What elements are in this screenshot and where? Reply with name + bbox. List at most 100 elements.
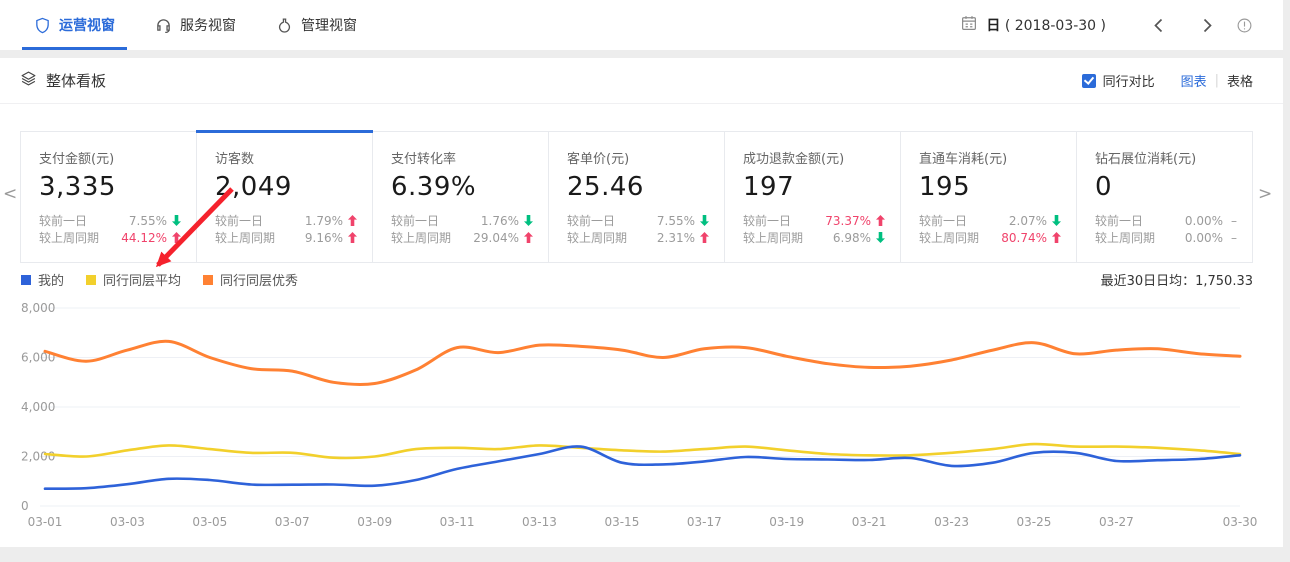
compare-trend bbox=[871, 215, 885, 226]
compare-trend bbox=[871, 232, 885, 243]
arrow-down-icon bbox=[524, 215, 533, 226]
metric-cards-row: 支付金额(元) 3,335 较前一日 7.55% 较上周同期 44.12% 访客数 2,049… bbox=[20, 130, 1253, 263]
compare-value: 7.55% bbox=[128, 213, 167, 228]
page-title: 整体看板 bbox=[46, 72, 107, 90]
compare-row-prev-day: 较前一日 2.07% bbox=[919, 212, 1061, 229]
view-chart-link[interactable]: 图表 bbox=[1180, 75, 1207, 90]
legend-item-1[interactable]: 我的 bbox=[21, 270, 64, 289]
compare-row-prev-week: 较上周同期 44.12% bbox=[39, 229, 181, 246]
compare-label: 较上周同期 bbox=[919, 231, 980, 245]
date-text[interactable]: 日 ( 2018-03-30 ) bbox=[986, 15, 1106, 35]
compare-value: 73.37% bbox=[825, 213, 871, 228]
board-header: 整体看板 同行对比 图表 | 表格 bbox=[0, 58, 1283, 104]
compare-trend: – bbox=[1223, 231, 1237, 245]
view-table-link[interactable]: 表格 bbox=[1226, 75, 1253, 90]
date-prev-chevron-icon[interactable] bbox=[1134, 14, 1183, 37]
compare-value: 1.76% bbox=[480, 213, 519, 228]
view-tabs: 运营视窗 服务视窗 管理视窗 bbox=[14, 0, 377, 50]
compare-value: 0.00% bbox=[1184, 230, 1223, 245]
view-switch: 图表 | 表格 bbox=[1181, 71, 1253, 90]
arrow-down-icon bbox=[700, 215, 709, 226]
trend-chart[interactable]: 0 2,000 4,000 6,000 8,000 03-01 03-03 03-05 03-0… bbox=[0, 296, 1283, 546]
metric-card-1[interactable]: 支付金额(元) 3,335 较前一日 7.55% 较上周同期 44.12% bbox=[21, 132, 197, 262]
x-axis-tick: 03-07 bbox=[275, 515, 310, 529]
compare-row-prev-day: 较前一日 0.00% – bbox=[1095, 212, 1237, 229]
top-navigation-bar: 运营视窗 服务视窗 管理视窗 日 ( 2018-03-30 ) bbox=[0, 0, 1283, 50]
arrow-up-icon bbox=[172, 232, 181, 243]
compare-row-prev-week: 较上周同期 0.00% – bbox=[1095, 229, 1237, 246]
y-axis-tick: 6,000 bbox=[21, 351, 55, 365]
compare-trend bbox=[1047, 215, 1061, 226]
metric-value: 0 bbox=[1095, 172, 1113, 202]
tab-operation-view[interactable]: 运营视窗 bbox=[14, 0, 135, 50]
x-axis-tick: 03-17 bbox=[687, 515, 722, 529]
peer-compare-checkbox[interactable] bbox=[1081, 73, 1096, 88]
date-next-chevron-icon[interactable] bbox=[1183, 14, 1232, 37]
y-axis-tick: 2,000 bbox=[21, 450, 55, 464]
arrow-down-icon bbox=[1052, 215, 1061, 226]
metric-card-5[interactable]: 成功退款金额(元) 197 较前一日 73.37% 较上周同期 6.98% bbox=[725, 132, 901, 262]
x-axis-tick: 03-15 bbox=[604, 515, 639, 529]
compare-row-prev-day: 较前一日 1.79% bbox=[215, 212, 357, 229]
cards-next-chevron-icon[interactable]: > bbox=[1258, 184, 1273, 204]
compare-label: 较前一日 bbox=[391, 214, 440, 228]
compare-label: 较上周同期 bbox=[567, 231, 628, 245]
layers-icon bbox=[20, 70, 37, 91]
compare-label: 较前一日 bbox=[1095, 214, 1144, 228]
legend-swatch-icon bbox=[203, 274, 214, 285]
x-axis-tick: 03-30 bbox=[1223, 515, 1258, 529]
x-axis-tick: 03-03 bbox=[110, 515, 145, 529]
arrow-up-icon bbox=[876, 215, 885, 226]
metric-card-2[interactable]: 访客数 2,049 较前一日 1.79% 较上周同期 9.16% bbox=[196, 130, 373, 262]
compare-row-prev-day: 较前一日 7.55% bbox=[567, 212, 709, 229]
compare-row-prev-day: 较前一日 1.76% bbox=[391, 212, 533, 229]
compare-label: 较前一日 bbox=[215, 214, 264, 228]
legend-label: 我的 bbox=[38, 274, 65, 289]
metric-title: 成功退款金额(元) bbox=[743, 152, 845, 167]
metric-value: 197 bbox=[743, 172, 795, 202]
x-axis-tick: 03-25 bbox=[1017, 515, 1052, 529]
shield-icon bbox=[36, 17, 49, 33]
compare-label: 较上周同期 bbox=[215, 231, 276, 245]
compare-value: 6.98% bbox=[832, 230, 871, 245]
metric-value: 195 bbox=[919, 172, 971, 202]
compare-value: 7.55% bbox=[656, 213, 695, 228]
metric-card-6[interactable]: 直通车消耗(元) 195 较前一日 2.07% 较上周同期 80.74% bbox=[901, 132, 1077, 262]
tab-management-view[interactable]: 管理视窗 bbox=[256, 0, 377, 50]
metric-card-7[interactable]: 钻石展位消耗(元) 0 较前一日 0.00% – 较上周同期 0.00% – bbox=[1077, 132, 1252, 262]
compare-label: 较前一日 bbox=[919, 214, 968, 228]
calendar-icon[interactable] bbox=[960, 14, 978, 36]
view-switch-divider: | bbox=[1214, 73, 1219, 88]
tab-service-view[interactable]: 服务视窗 bbox=[135, 0, 256, 50]
average-30d-text: 最近30日日均：1,750.33 bbox=[1100, 274, 1253, 289]
compare-trend bbox=[519, 232, 533, 243]
compare-trend bbox=[695, 215, 709, 226]
metric-title: 支付金额(元) bbox=[39, 152, 115, 167]
metric-title: 钻石展位消耗(元) bbox=[1095, 152, 1197, 167]
y-axis-tick: 0 bbox=[21, 499, 29, 513]
compare-label: 较前一日 bbox=[39, 214, 88, 228]
date-picker[interactable]: 日 ( 2018-03-30 ) bbox=[960, 14, 1106, 36]
cards-prev-chevron-icon[interactable]: < bbox=[3, 184, 18, 204]
legend-item-3[interactable]: 同行同层优秀 bbox=[203, 270, 298, 289]
compare-trend bbox=[167, 232, 181, 243]
date-granularity[interactable]: 日 bbox=[986, 18, 1001, 34]
legend-label: 同行同层优秀 bbox=[220, 274, 299, 289]
peer-compare-label[interactable]: 同行对比 bbox=[1102, 75, 1155, 90]
x-axis-tick: 03-21 bbox=[852, 515, 887, 529]
arrow-up-icon bbox=[700, 232, 709, 243]
compare-value: 44.12% bbox=[121, 230, 167, 245]
metric-card-4[interactable]: 客单价(元) 25.46 较前一日 7.55% 较上周同期 2.31% bbox=[549, 132, 725, 262]
compare-value: 29.04% bbox=[473, 230, 519, 245]
compare-value: 1.79% bbox=[304, 213, 343, 228]
compare-value: 0.00% bbox=[1184, 213, 1223, 228]
compare-label: 较前一日 bbox=[743, 214, 792, 228]
compare-label: 较前一日 bbox=[567, 214, 616, 228]
metric-card-3[interactable]: 支付转化率 6.39% 较前一日 1.76% 较上周同期 29.04% bbox=[373, 132, 549, 262]
compare-trend bbox=[167, 215, 181, 226]
peer-compare-toggle[interactable]: 同行对比 bbox=[1081, 71, 1155, 90]
compare-value: 2.31% bbox=[656, 230, 695, 245]
info-icon[interactable] bbox=[1236, 17, 1253, 34]
legend-item-2[interactable]: 同行同层平均 bbox=[86, 270, 181, 289]
